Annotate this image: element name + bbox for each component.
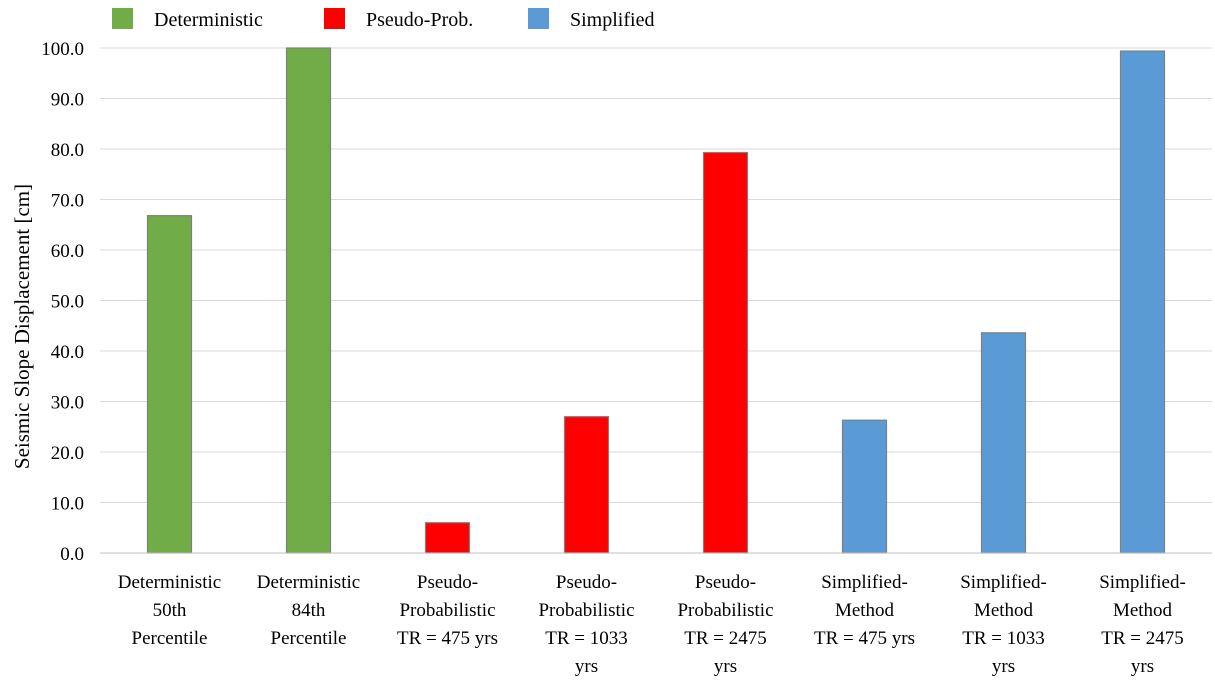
legend-swatch <box>324 8 345 29</box>
bar <box>563 416 610 554</box>
x-category-label: Simplified-Method TR = 2475 yrs <box>1099 572 1186 677</box>
x-category-label: Pseudo-Probabilistic TR = 1033 yrs <box>538 572 634 677</box>
x-category-label: Deterministic 50th Percentile <box>118 572 221 649</box>
bars <box>146 47 1166 554</box>
legend-swatch <box>112 8 133 29</box>
legend: Deterministic Pseudo-Prob. Simplified <box>112 8 654 31</box>
y-tick-label: 10.0 <box>51 494 84 515</box>
x-category-label: Deterministic 84th Percentile <box>257 572 360 649</box>
y-tick-label: 100.0 <box>41 39 84 60</box>
x-axis-category-labels: Deterministic 50th Percentile Deterministic… <box>118 572 1186 677</box>
y-tick-label: 20.0 <box>51 443 84 464</box>
y-tick-label: 80.0 <box>51 140 84 161</box>
y-tick-label: 0.0 <box>60 544 84 565</box>
bar <box>980 332 1027 554</box>
y-axis-title: Seismic Slope Displacement [cm] <box>10 184 34 469</box>
legend-swatch <box>528 8 549 29</box>
x-category-label: Pseudo-Probabilistic TR = 2475 yrs <box>677 572 773 677</box>
bar <box>1119 50 1166 554</box>
x-category-label: Pseudo-Probabilistic TR = 475 yrs <box>397 572 498 649</box>
bar <box>841 419 888 554</box>
x-category-label: Simplified-Method TR = 1033 yrs <box>960 572 1047 677</box>
gridlines <box>100 47 1212 503</box>
y-tick-label: 30.0 <box>51 393 84 414</box>
y-tick-label: 50.0 <box>51 292 84 313</box>
y-tick-label: 90.0 <box>51 90 84 111</box>
legend-label: Deterministic <box>154 9 263 31</box>
y-tick-label: 70.0 <box>51 191 84 212</box>
legend-label: Simplified <box>570 9 654 31</box>
bar <box>424 522 471 554</box>
x-category-label: Simplified-Method TR = 475 yrs <box>814 572 915 649</box>
y-axis-ticks: 0.0 10.0 20.0 30.0 40.0 50.0 60.0 70.0 80.0 90.0 1… <box>41 39 84 565</box>
y-tick-label: 60.0 <box>51 241 84 262</box>
legend-label: Pseudo-Prob. <box>366 9 473 31</box>
y-tick-label: 40.0 <box>51 342 84 363</box>
bar <box>285 47 332 554</box>
bar <box>146 215 193 554</box>
bar <box>702 151 749 554</box>
